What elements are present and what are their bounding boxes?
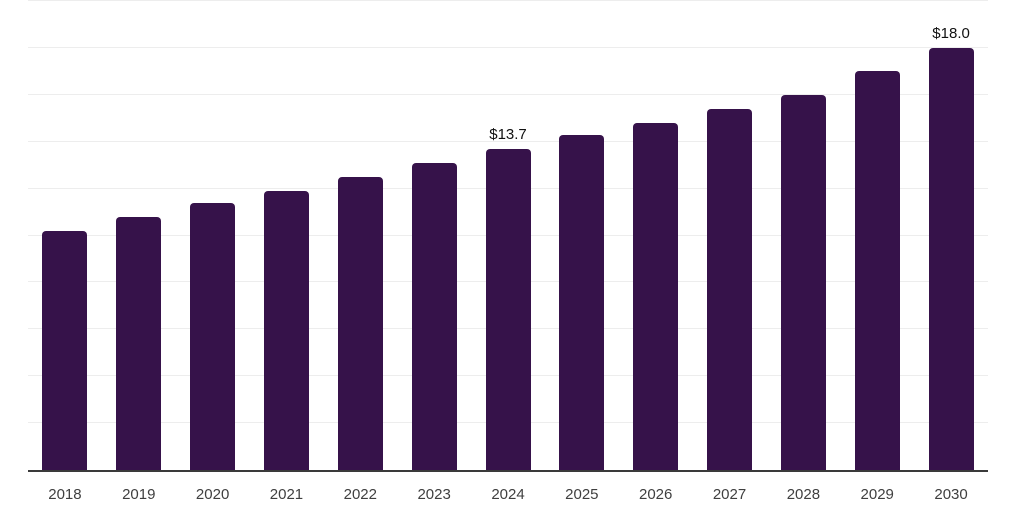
x-axis: 2018 2019 2020 2021 2022 2023 2024 2025 2026 2027… bbox=[28, 470, 988, 512]
gridline bbox=[28, 93, 988, 95]
bar-2019 bbox=[116, 216, 162, 470]
bar-value-label: $13.7 bbox=[489, 125, 527, 143]
plot-area: $13.7 $18.0 bbox=[28, 0, 988, 472]
x-tick-label: 2030 bbox=[934, 486, 968, 503]
bar-2018 bbox=[42, 230, 88, 470]
bar-2026 bbox=[633, 122, 679, 470]
x-tick-label: 2027 bbox=[712, 486, 747, 503]
bar-2027 bbox=[707, 108, 753, 470]
x-tick-label: 2025 bbox=[565, 486, 599, 503]
x-tick-label: 2019 bbox=[122, 486, 156, 503]
x-tick-label: 2024 bbox=[491, 486, 525, 503]
bar-2024 bbox=[485, 148, 531, 470]
bar-2030 bbox=[928, 47, 974, 470]
x-tick-label: 2018 bbox=[48, 486, 82, 503]
x-tick-label: 2029 bbox=[860, 486, 894, 503]
x-tick-label: 2028 bbox=[786, 486, 821, 503]
x-tick-label: 2021 bbox=[269, 486, 304, 503]
gridline bbox=[28, 46, 988, 48]
bar-2029 bbox=[854, 71, 900, 470]
x-tick-label: 2022 bbox=[343, 486, 377, 503]
x-tick-label: 2020 bbox=[195, 486, 230, 503]
gridline bbox=[28, 0, 988, 1]
gridline bbox=[28, 140, 988, 142]
x-tick-label: 2023 bbox=[417, 486, 451, 503]
bar-2020 bbox=[190, 202, 236, 470]
bar-2025 bbox=[559, 134, 605, 470]
x-tick-label: 2026 bbox=[639, 486, 673, 503]
bar-2028 bbox=[780, 94, 826, 470]
bar-2023 bbox=[411, 162, 457, 470]
bar-2021 bbox=[263, 190, 309, 470]
bar-2022 bbox=[337, 176, 383, 470]
bar-value-label: $18.0 bbox=[932, 24, 970, 42]
